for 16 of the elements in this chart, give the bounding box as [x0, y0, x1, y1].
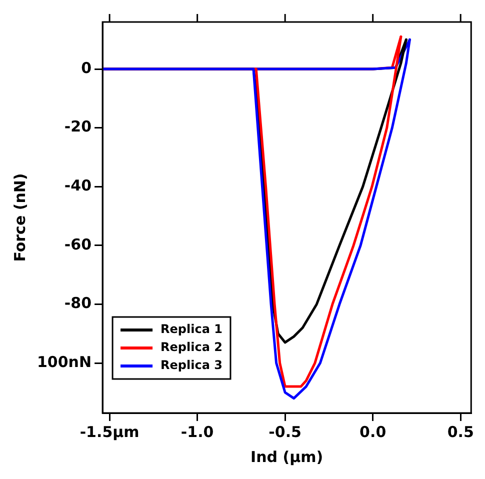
- y-tick-label: -60: [64, 235, 92, 254]
- y-tick-label: 0: [81, 58, 92, 77]
- x-tick-label: -0.5: [268, 422, 302, 441]
- x-tick-label: -1.0: [180, 422, 214, 441]
- legend-label: Replica 2: [160, 340, 222, 354]
- y-tick-label: -20: [64, 118, 92, 136]
- x-tick-label: 0.5: [447, 422, 474, 441]
- y-tick-label: -40: [64, 176, 92, 195]
- y-tick-label: 100nN: [36, 352, 92, 371]
- y-tick-label: -80: [64, 294, 92, 312]
- x-tick-label: 0.0: [360, 422, 386, 441]
- x-tick-label: -1.5µm: [80, 422, 140, 441]
- legend-label: Replica 3: [160, 358, 222, 372]
- x-axis-title: Ind (µm): [250, 448, 324, 466]
- y-axis-title: Force (nN): [10, 173, 29, 262]
- legend-label: Replica 1: [160, 322, 222, 336]
